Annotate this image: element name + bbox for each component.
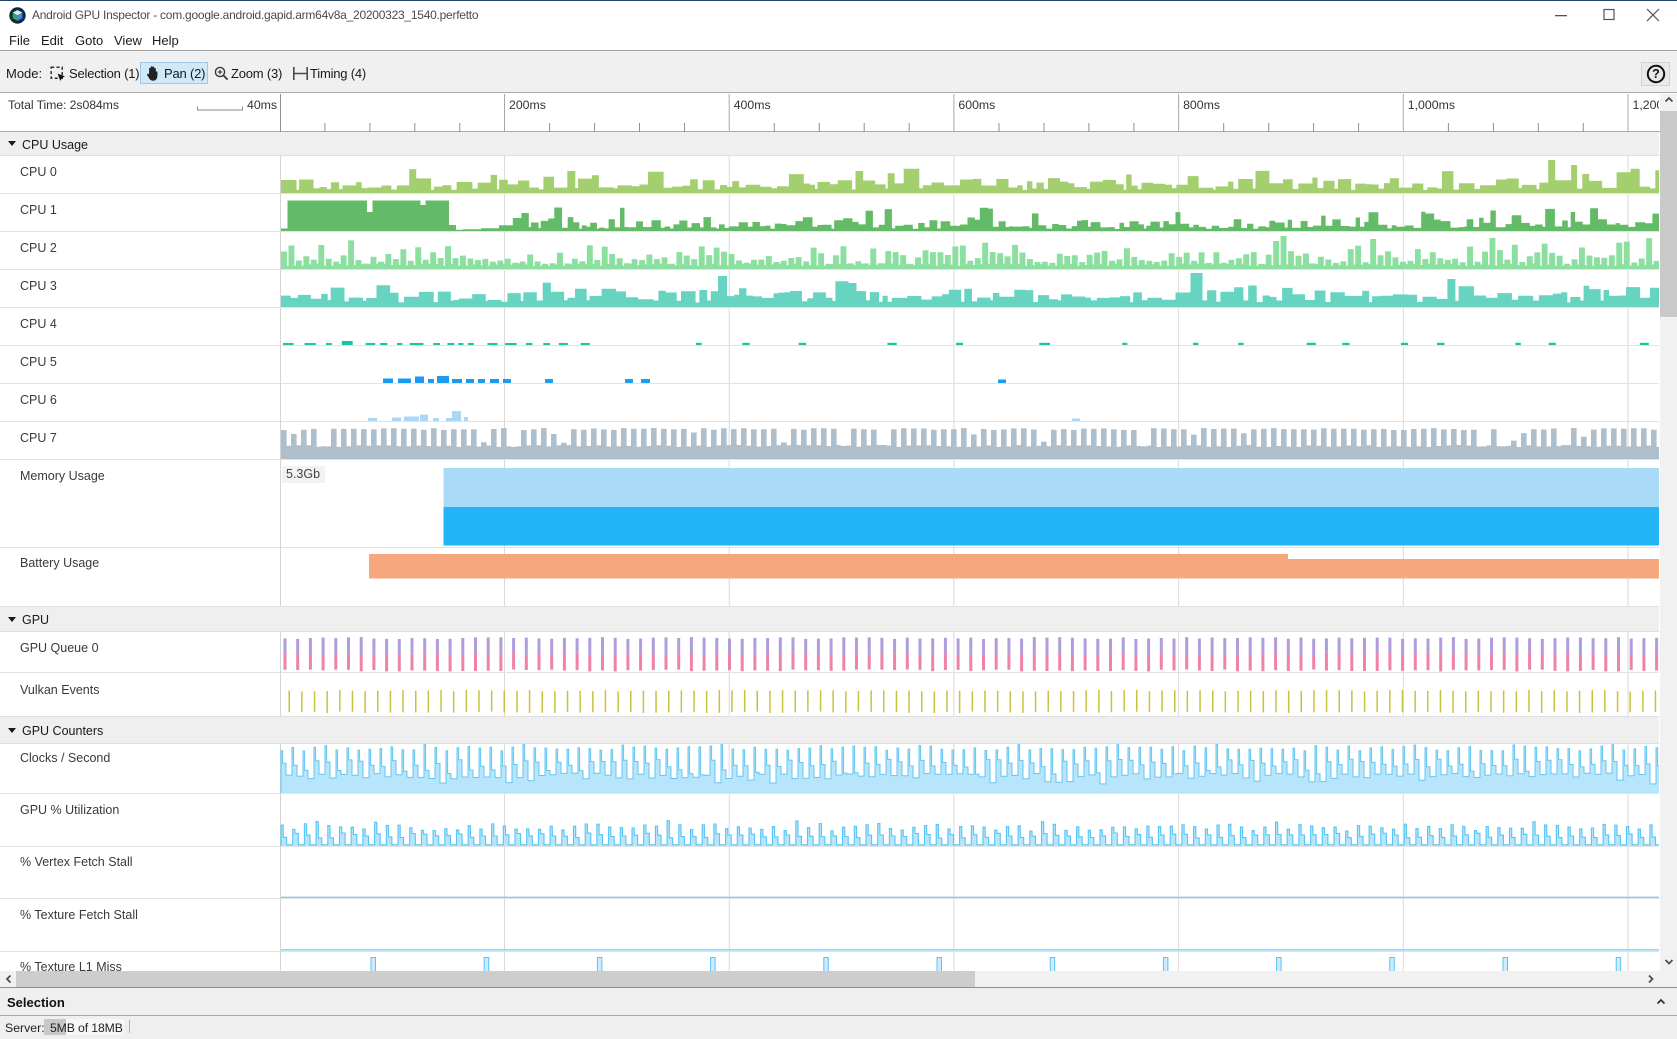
svg-text:?: ? (1652, 67, 1660, 81)
